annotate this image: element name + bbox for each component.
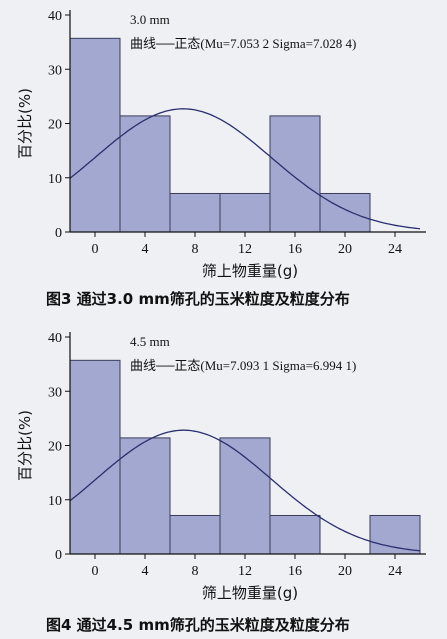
chart0-bar-4: [269, 115, 321, 233]
chart0-normal-curve: [69, 108, 421, 230]
figure-caption-4: 图4 通过4.5 mm筛孔的玉米粒度及粒度分布: [46, 616, 350, 634]
chart1-y-axis-title: 百分比(%): [16, 410, 34, 481]
chart0-y-tick-label-0: 0: [55, 226, 62, 241]
chart0-x-tick-label-8: 8: [192, 242, 199, 257]
chart0-y-tick-label-20: 20: [48, 118, 62, 133]
chart1-bar-6: [369, 514, 421, 555]
chart0-legend-text: 曲线──正态(Mu=7.053 2 Sigma=7.028 4): [130, 36, 356, 51]
chart0-bar-0: [69, 37, 121, 233]
chart1-x-tick-label-8: 8: [192, 564, 199, 579]
chart1-sieve-size-label: 4.5 mm: [130, 334, 170, 349]
chart1-x-tick-label-4: 4: [142, 564, 149, 579]
chart-4-5mm-svg: 0 10 20 30 40 0 4 8 12 16 20 24 4.5 mm 曲线──正态(Mu=7.09…: [16, 331, 426, 602]
chart0-x-tick-label-4: 4: [142, 242, 149, 257]
chart1-bar-4: [269, 514, 321, 555]
chart1-y-tick-label-30: 30: [48, 385, 62, 400]
chart1-x-tick-label-24: 24: [388, 564, 402, 579]
chart1-bar-0: [69, 359, 121, 555]
chart0-y-tick-label-30: 30: [48, 63, 62, 78]
chart-3mm: 0 10 20 30 40 0 4 8 12 16 20 24 3.0 mm 曲线──正态(Mu=7.05…: [16, 9, 426, 280]
chart1-x-tick-label-16: 16: [288, 564, 302, 579]
chart0-bar-5: [319, 192, 371, 233]
chart1-x-tick-label-20: 20: [338, 564, 352, 579]
chart1-y-tick-label-20: 20: [48, 440, 62, 455]
chart0-sieve-size-label: 3.0 mm: [130, 12, 170, 27]
chart0-y-axis-title: 百分比(%): [16, 88, 34, 159]
chart0-bar-3: [219, 192, 271, 233]
chart-3mm-svg: 0 10 20 30 40 0 4 8 12 16 20 24 3.0 mm 曲线──正态(Mu=7.05…: [16, 9, 426, 280]
chart-4-5mm: 0 10 20 30 40 0 4 8 12 16 20 24 4.5 mm 曲线──正态(Mu=7.09…: [0, 322, 447, 639]
chart1-x-tick-label-0: 0: [92, 564, 99, 579]
chart0-x-tick-label-0: 0: [92, 242, 99, 257]
chart0-x-tick-label-16: 16: [288, 242, 302, 257]
chart1-y-tick-label-0: 0: [55, 548, 62, 563]
chart0-x-tick-label-12: 12: [238, 242, 252, 257]
chart1-bar-1: [119, 437, 171, 555]
chart0-y-tick-label-10: 10: [48, 172, 62, 187]
chart0-y-tick-label-40: 40: [48, 9, 62, 24]
figure-caption-3: 图3 通过3.0 mm筛孔的玉米粒度及粒度分布: [46, 290, 350, 308]
chart1-x-tick-label-12: 12: [238, 564, 252, 579]
chart0-bar-2: [169, 192, 221, 233]
chart0-x-axis-title: 筛上物重量(g): [202, 262, 298, 280]
chart1-y-tick-label-40: 40: [48, 331, 62, 346]
chart0-bar-1: [119, 115, 171, 233]
chart0-x-tick-label-20: 20: [338, 242, 352, 257]
chart1-normal-curve: [69, 429, 421, 552]
chart1-bar-2: [169, 514, 221, 555]
chart1-y-tick-label-10: 10: [48, 494, 62, 509]
chart1-bar-3: [219, 437, 271, 555]
chart0-x-tick-label-24: 24: [388, 242, 402, 257]
chart1-legend-text: 曲线──正态(Mu=7.093 1 Sigma=6.994 1): [130, 358, 356, 373]
chart1-x-axis-title: 筛上物重量(g): [202, 584, 298, 602]
